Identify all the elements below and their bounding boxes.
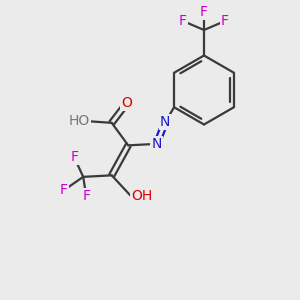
Text: F: F: [179, 14, 187, 28]
Text: O: O: [121, 96, 132, 110]
Text: N: N: [152, 137, 162, 151]
Text: F: F: [82, 189, 90, 203]
Text: OH: OH: [131, 189, 152, 203]
Text: F: F: [200, 5, 208, 19]
Text: HO: HO: [69, 114, 90, 128]
Text: F: F: [221, 14, 229, 28]
Text: F: F: [60, 183, 68, 197]
Text: N: N: [160, 115, 170, 129]
Text: F: F: [70, 150, 78, 164]
